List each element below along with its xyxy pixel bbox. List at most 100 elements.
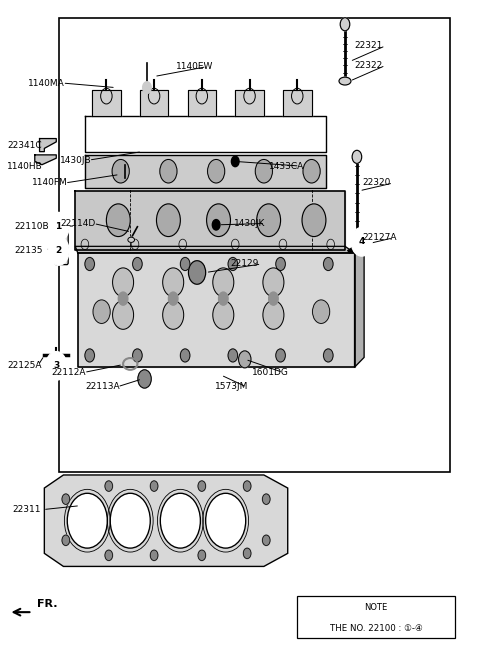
Circle shape <box>243 481 251 491</box>
Circle shape <box>302 204 326 237</box>
Text: 22110B: 22110B <box>15 222 49 231</box>
Circle shape <box>62 494 70 504</box>
Circle shape <box>163 268 184 297</box>
Circle shape <box>180 257 190 270</box>
Circle shape <box>340 18 350 31</box>
Circle shape <box>107 204 130 237</box>
Circle shape <box>46 352 67 380</box>
Circle shape <box>112 159 129 183</box>
Circle shape <box>257 204 281 237</box>
Circle shape <box>85 349 95 362</box>
Text: 22322: 22322 <box>355 61 383 70</box>
Polygon shape <box>44 475 288 566</box>
Circle shape <box>93 300 110 323</box>
Polygon shape <box>92 90 120 115</box>
Circle shape <box>160 493 200 548</box>
Circle shape <box>113 268 133 297</box>
Text: 22135: 22135 <box>15 247 43 255</box>
Circle shape <box>269 292 278 305</box>
Circle shape <box>213 268 234 297</box>
Circle shape <box>263 300 284 329</box>
Circle shape <box>212 220 220 230</box>
Polygon shape <box>283 90 312 115</box>
Text: 1140MA: 1140MA <box>28 79 65 87</box>
Circle shape <box>48 213 69 241</box>
Circle shape <box>105 481 113 491</box>
Text: 22125A: 22125A <box>7 361 42 370</box>
Circle shape <box>243 548 251 559</box>
Circle shape <box>213 300 234 329</box>
Polygon shape <box>85 155 326 188</box>
Circle shape <box>263 535 270 546</box>
Circle shape <box>276 349 285 362</box>
Circle shape <box>206 204 230 237</box>
Text: 1433CA: 1433CA <box>269 161 304 171</box>
Circle shape <box>138 370 151 388</box>
Circle shape <box>205 493 246 548</box>
Text: FR.: FR. <box>37 599 58 609</box>
Circle shape <box>198 550 205 560</box>
Circle shape <box>255 159 273 183</box>
Circle shape <box>156 204 180 237</box>
Polygon shape <box>78 253 355 367</box>
Text: 1601DG: 1601DG <box>252 368 289 377</box>
Polygon shape <box>35 155 56 165</box>
Circle shape <box>85 257 95 270</box>
Text: 22129: 22129 <box>230 260 259 268</box>
Circle shape <box>143 82 151 94</box>
Text: NOTE: NOTE <box>364 603 388 612</box>
Circle shape <box>132 257 142 270</box>
Text: 22114D: 22114D <box>60 219 96 228</box>
Text: 1140EW: 1140EW <box>176 62 213 72</box>
Circle shape <box>48 237 69 265</box>
Circle shape <box>132 349 142 362</box>
Circle shape <box>228 349 238 362</box>
Circle shape <box>207 159 225 183</box>
Circle shape <box>352 150 362 163</box>
Polygon shape <box>235 90 264 115</box>
Text: 22113A: 22113A <box>85 382 120 391</box>
Text: 22320: 22320 <box>362 178 391 188</box>
Text: 1573JM: 1573JM <box>215 382 249 391</box>
Circle shape <box>160 159 177 183</box>
Polygon shape <box>75 247 355 253</box>
Circle shape <box>150 481 158 491</box>
Circle shape <box>239 351 251 368</box>
Circle shape <box>189 260 205 284</box>
Ellipse shape <box>128 237 134 243</box>
Circle shape <box>324 349 333 362</box>
Circle shape <box>105 550 113 560</box>
Polygon shape <box>39 138 56 152</box>
Text: 4: 4 <box>359 237 365 246</box>
Polygon shape <box>140 90 168 115</box>
Circle shape <box>303 159 320 183</box>
Circle shape <box>180 349 190 362</box>
Text: 2: 2 <box>56 247 62 255</box>
Circle shape <box>228 257 238 270</box>
Text: 1140FM: 1140FM <box>32 178 67 188</box>
Circle shape <box>62 535 70 546</box>
Circle shape <box>312 300 330 323</box>
Text: 22341C: 22341C <box>7 140 42 150</box>
Text: 3: 3 <box>53 361 60 371</box>
Polygon shape <box>75 191 345 250</box>
FancyBboxPatch shape <box>55 222 68 264</box>
Circle shape <box>231 156 239 167</box>
Bar <box>59 18 450 472</box>
Text: THE NO. 22100 : ①-④: THE NO. 22100 : ①-④ <box>330 624 422 633</box>
Text: 22127A: 22127A <box>362 234 396 242</box>
Circle shape <box>150 550 158 560</box>
Circle shape <box>67 493 108 548</box>
Circle shape <box>263 268 284 297</box>
Ellipse shape <box>339 77 351 85</box>
Text: 22311: 22311 <box>12 505 40 514</box>
Text: 22112A: 22112A <box>52 368 86 377</box>
Circle shape <box>113 300 133 329</box>
Polygon shape <box>188 90 216 115</box>
Circle shape <box>324 257 333 270</box>
Circle shape <box>168 292 178 305</box>
Circle shape <box>163 300 184 329</box>
Text: 1430JB: 1430JB <box>60 155 91 165</box>
Circle shape <box>276 257 285 270</box>
Circle shape <box>110 493 150 548</box>
